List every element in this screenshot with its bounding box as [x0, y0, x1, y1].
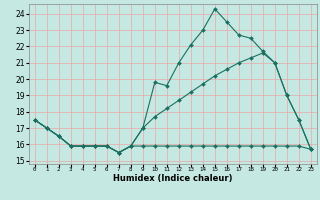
- X-axis label: Humidex (Indice chaleur): Humidex (Indice chaleur): [113, 174, 233, 183]
